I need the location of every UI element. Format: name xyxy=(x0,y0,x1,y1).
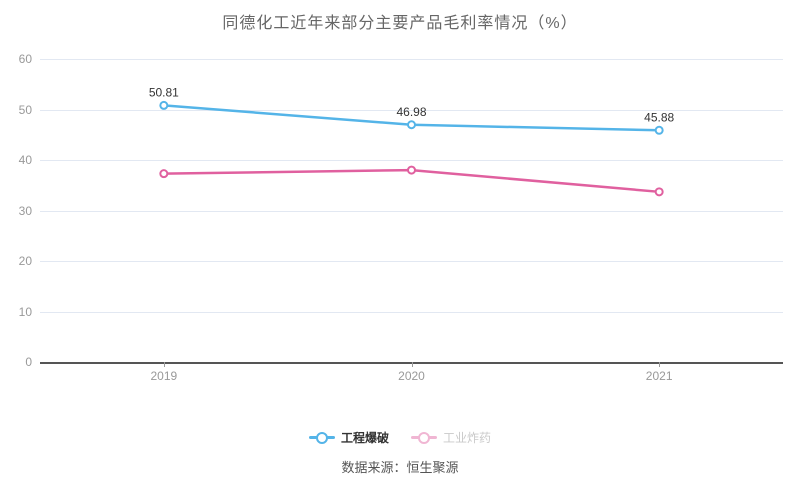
y-tick-label: 10 xyxy=(18,304,32,319)
data-point xyxy=(654,125,664,135)
y-tick-label: 30 xyxy=(18,203,32,218)
y-gridline xyxy=(40,311,783,313)
legend-item-1[interactable]: 工业炸药 xyxy=(411,429,491,446)
x-tick-label: 2021 xyxy=(645,369,673,383)
y-gridline xyxy=(40,59,783,60)
x-tick-label: 2019 xyxy=(150,369,178,383)
legend-item-label: 工程爆破 xyxy=(340,431,389,445)
x-tick-label: 2020 xyxy=(398,369,425,383)
legend-line-circle-icon xyxy=(411,431,437,444)
y-gridline xyxy=(40,261,783,262)
data-point-label: 50.81 xyxy=(149,85,179,99)
x-tick-mark xyxy=(411,362,413,367)
y-gridline xyxy=(40,210,783,212)
legend-line-circle-icon xyxy=(308,431,335,444)
data-point-label: 46.98 xyxy=(396,105,426,119)
data-point xyxy=(654,187,664,197)
data-point xyxy=(407,165,416,175)
data-point xyxy=(159,169,169,179)
y-gridline xyxy=(40,160,783,161)
plot-area: 0 10 20 30 40 50 60 2019 2020 2021 50.81 46.98 45.88 xyxy=(19,52,783,383)
data-point-label: 45.88 xyxy=(644,110,674,124)
legend-item-label: 工业炸药 xyxy=(443,431,492,445)
data-point xyxy=(159,100,169,110)
chart-title: 同德化工近年来部分主要产品毛利率情况（%） xyxy=(222,15,578,32)
y-tick-label: 50 xyxy=(18,102,32,117)
data-source-caption: 数据来源：恒生聚源 xyxy=(341,460,459,475)
y-tick-label: 40 xyxy=(18,153,32,167)
x-tick-mark xyxy=(659,362,661,367)
x-tick-mark xyxy=(163,362,165,367)
data-point xyxy=(407,120,416,130)
y-tick-label: 0 xyxy=(25,355,32,369)
y-tick-label: 20 xyxy=(18,254,32,268)
legend-item-0[interactable]: 工程爆破 xyxy=(308,429,389,446)
y-tick-label: 60 xyxy=(18,52,32,66)
legend: 工程爆破 工业炸药 xyxy=(0,429,800,446)
series-layer: 50.81 46.98 45.88 xyxy=(149,85,675,197)
y-gridline xyxy=(40,109,783,111)
